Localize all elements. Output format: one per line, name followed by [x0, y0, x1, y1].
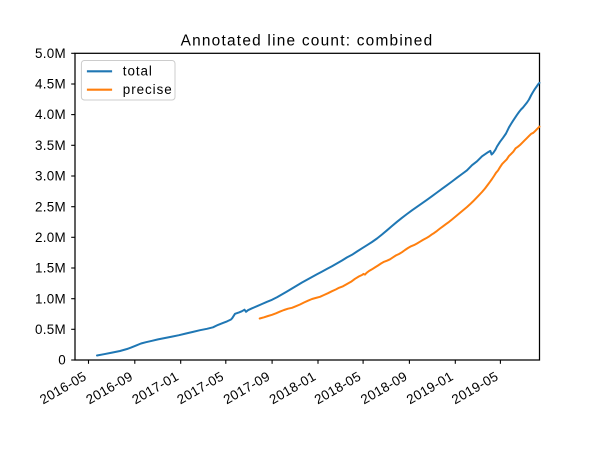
svg-text:0.5M: 0.5M [35, 322, 66, 337]
svg-text:4.0M: 4.0M [35, 107, 66, 122]
svg-text:0: 0 [58, 353, 66, 368]
svg-text:5.0M: 5.0M [35, 46, 66, 61]
svg-text:3.0M: 3.0M [35, 169, 66, 184]
svg-text:1.5M: 1.5M [35, 261, 66, 276]
svg-text:3.5M: 3.5M [35, 138, 66, 153]
svg-text:2.0M: 2.0M [35, 230, 66, 245]
svg-text:total: total [123, 64, 153, 79]
svg-text:1.0M: 1.0M [35, 291, 66, 306]
svg-text:2.5M: 2.5M [35, 199, 66, 214]
svg-text:precise: precise [123, 82, 173, 97]
svg-text:Annotated line count: combined: Annotated line count: combined [181, 33, 434, 50]
svg-text:4.5M: 4.5M [35, 77, 66, 92]
